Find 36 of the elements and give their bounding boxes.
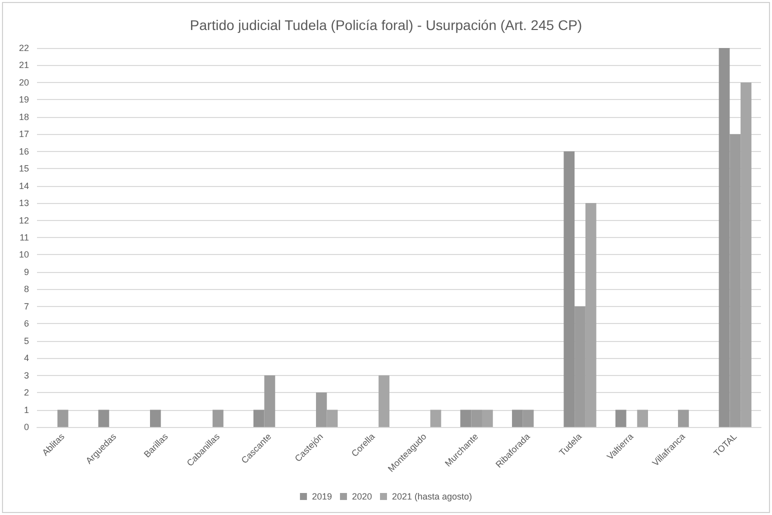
legend-label: 2020 <box>352 492 372 502</box>
y-tick-label: 21 <box>18 60 29 70</box>
legend-label: 2021 (hasta agosto) <box>392 492 472 502</box>
bar <box>678 410 689 427</box>
bar <box>430 410 442 427</box>
y-tick-label: 16 <box>18 146 29 156</box>
bar <box>98 410 110 427</box>
y-tick-label: 19 <box>18 94 29 105</box>
chart-title: Partido judicial Tudela (Policía foral) - Usurpación (Art. 245 CP) <box>190 17 582 33</box>
y-tick-label: 14 <box>18 180 29 191</box>
bar <box>637 410 648 427</box>
y-tick-label: 1 <box>24 404 29 415</box>
bar <box>150 410 161 427</box>
bar <box>212 410 224 427</box>
y-tick-label: 0 <box>24 422 29 432</box>
y-tick-label: 11 <box>20 232 29 242</box>
y-tick-label: 2 <box>24 388 29 398</box>
y-tick-label: 12 <box>18 215 29 226</box>
y-tick-label: 6 <box>24 318 29 329</box>
bar <box>615 410 626 427</box>
bar <box>378 375 390 427</box>
legend-label: 2019 <box>312 492 332 502</box>
y-tick-label: 15 <box>18 164 29 174</box>
y-tick-label: 5 <box>24 336 29 346</box>
y-tick-label: 18 <box>18 112 29 122</box>
y-tick-label: 20 <box>18 77 29 88</box>
y-tick-label: 17 <box>18 129 29 140</box>
y-tick-label: 4 <box>24 353 29 364</box>
y-tick-label: 3 <box>24 370 29 380</box>
y-tick-label: 13 <box>18 198 29 208</box>
bar <box>57 410 68 427</box>
y-tick-label: 10 <box>18 250 29 260</box>
y-tick-label: 8 <box>24 284 29 294</box>
y-tick-label: 7 <box>24 301 29 312</box>
y-tick-label: 22 <box>18 43 29 53</box>
y-tick-label: 9 <box>24 266 29 277</box>
